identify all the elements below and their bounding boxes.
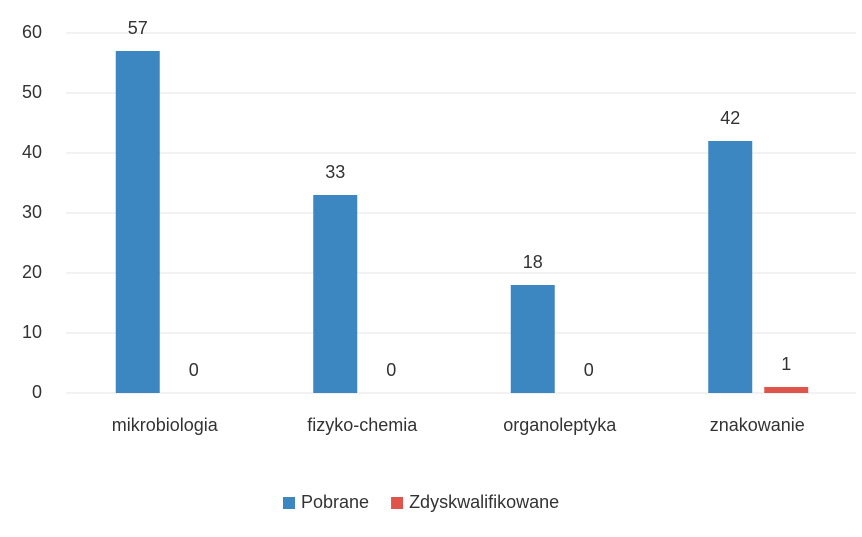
y-tick-label: 50	[22, 82, 42, 102]
y-tick-label: 30	[22, 202, 42, 222]
y-tick-label: 10	[22, 322, 42, 342]
data-label: 1	[781, 354, 791, 374]
x-tick-label: organoleptyka	[503, 415, 617, 435]
bar	[115, 51, 160, 393]
legend-swatch	[283, 497, 295, 509]
data-label: 0	[386, 360, 396, 380]
bar	[313, 195, 358, 393]
y-tick-label: 20	[22, 262, 42, 282]
data-label: 57	[128, 18, 148, 38]
bar	[764, 387, 809, 393]
x-tick-label: znakowanie	[710, 415, 805, 435]
bar	[708, 141, 753, 393]
data-label: 42	[720, 108, 740, 128]
y-tick-label: 0	[32, 382, 42, 402]
y-tick-label: 40	[22, 142, 42, 162]
legend-swatch	[391, 497, 404, 509]
x-tick-label: fizyko-chemia	[307, 415, 418, 435]
data-label: 33	[325, 162, 345, 182]
data-label: 0	[584, 360, 594, 380]
bar	[510, 285, 555, 393]
legend-label: Zdyskwalifikowane	[409, 492, 559, 512]
data-label: 0	[189, 360, 199, 380]
legend-label: Pobrane	[301, 492, 369, 512]
data-label: 18	[523, 252, 543, 272]
y-tick-label: 60	[22, 22, 42, 42]
x-tick-label: mikrobiologia	[112, 415, 219, 435]
